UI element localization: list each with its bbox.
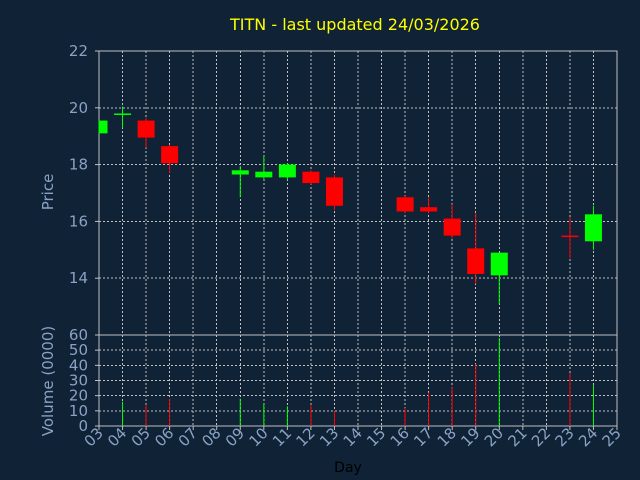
candle-body — [561, 235, 579, 238]
volume-tick-label: 50 — [69, 341, 88, 359]
volume-tick-label: 0 — [78, 417, 88, 435]
chart-title: TITN - last updated 24/03/2026 — [229, 15, 480, 34]
candle-body — [467, 248, 485, 274]
candle-body — [255, 171, 273, 178]
candle-body — [137, 120, 155, 138]
candle-body — [396, 197, 414, 212]
x-axis: 0304050607080910111213141516171819202122… — [81, 424, 625, 450]
candle-body — [114, 113, 132, 115]
price-panel: 14 16 18 20 22 — [69, 42, 618, 336]
volume-tick-label: 10 — [69, 402, 88, 420]
candle-body — [420, 207, 438, 212]
price-tick-label: 20 — [69, 99, 88, 117]
candle-body — [584, 214, 602, 242]
candle-body — [278, 164, 296, 178]
candle-body — [231, 170, 249, 175]
volume-tick-label: 20 — [69, 387, 88, 405]
candle-body — [99, 120, 108, 134]
x-axis-label: Day — [334, 460, 362, 476]
price-tick-label: 16 — [69, 212, 88, 230]
candle-body — [443, 218, 461, 236]
volume-tick-label: 30 — [69, 372, 88, 390]
candle-body — [161, 146, 179, 164]
price-tick-label: 14 — [69, 269, 88, 287]
volume-tick-label: 60 — [69, 326, 88, 344]
price-tick-label: 18 — [69, 156, 88, 174]
candle-body — [302, 171, 320, 184]
volume-axis-label: Volume (0000) — [39, 326, 57, 436]
price-tick-label: 22 — [69, 42, 88, 60]
candle-body — [325, 177, 343, 206]
price-axis-label: Price — [39, 174, 57, 211]
volume-tick-label: 40 — [69, 356, 88, 374]
candle-body — [490, 252, 508, 276]
